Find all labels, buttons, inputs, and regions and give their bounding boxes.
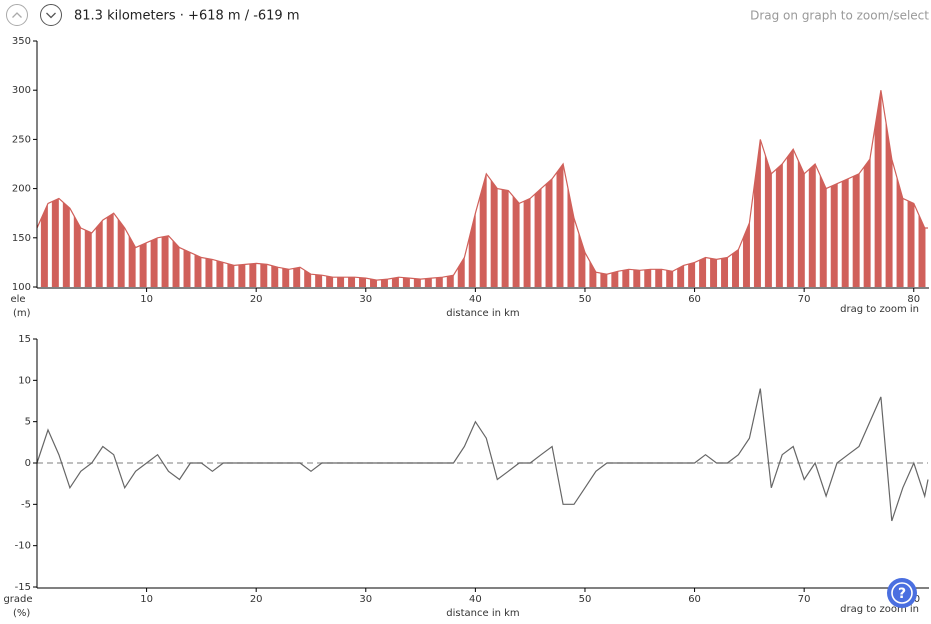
y-tick-label: 10 [18, 375, 31, 386]
grade-line [36, 388, 929, 522]
help-button[interactable]: ? [887, 578, 917, 608]
x-tick-label: 50 [579, 294, 592, 305]
y-tick-label: 100 [12, 282, 31, 293]
x-axis-label: distance in km [446, 308, 519, 319]
x-tick-label: 20 [250, 294, 263, 305]
y-tick-label: 300 [12, 85, 31, 96]
y-tick-label: 150 [12, 233, 31, 244]
route-summary: 81.3 kilometers · +618 m / -619 m [74, 9, 300, 24]
y-tick-label: 350 [12, 36, 31, 47]
x-tick-label: 10 [140, 594, 153, 605]
x-tick-label: 70 [798, 294, 811, 305]
y-axis-unit: (m) [13, 308, 31, 319]
x-tick-label: 10 [140, 294, 153, 305]
y-axis-label: ele [10, 294, 25, 305]
x-tick-label: 60 [688, 294, 701, 305]
y-tick-label: 250 [12, 134, 31, 145]
x-tick-label: 30 [359, 294, 372, 305]
zoom-in-hint: drag to zoom in [840, 304, 919, 315]
y-axis-unit: (%) [13, 608, 30, 619]
x-tick-label: 70 [798, 594, 811, 605]
y-tick-label: 5 [25, 417, 31, 428]
x-tick-label: 40 [469, 294, 482, 305]
scroll-down-button[interactable] [40, 4, 62, 26]
y-tick-label: 0 [25, 458, 31, 469]
y-tick-label: -10 [15, 541, 31, 552]
x-tick-label: 50 [579, 594, 592, 605]
zoom-hint: Drag on graph to zoom/select [750, 9, 929, 23]
x-tick-label: 30 [359, 594, 372, 605]
x-axis-label: distance in km [446, 608, 519, 619]
x-tick-label: 60 [688, 594, 701, 605]
y-axis-label: grade [3, 594, 32, 605]
x-tick-label: 80 [907, 294, 920, 305]
y-tick-label: 200 [12, 184, 31, 195]
zoom-in-hint: drag to zoom in [840, 604, 919, 615]
x-tick-label: 20 [250, 594, 263, 605]
scroll-up-button[interactable] [6, 4, 28, 26]
elevation-outline [36, 90, 928, 281]
y-tick-label: -15 [15, 582, 31, 593]
y-tick-label: -5 [21, 499, 31, 510]
x-tick-label: 40 [469, 594, 482, 605]
help-icon[interactable]: ? [898, 586, 906, 602]
y-tick-label: 15 [18, 334, 31, 345]
